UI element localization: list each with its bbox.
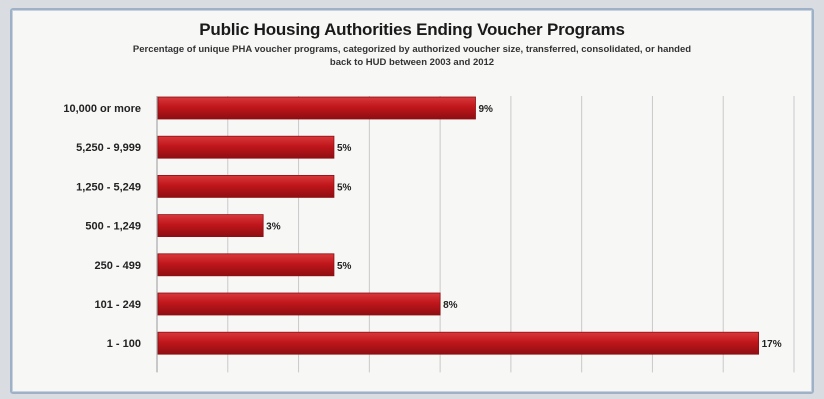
data-label: 5% <box>337 182 352 193</box>
data-label: 3% <box>266 222 281 233</box>
category-label: 1 - 100 <box>107 338 141 350</box>
chart-frame: Public Housing Authorities Ending Vouche… <box>10 8 814 394</box>
data-label: 5% <box>337 261 352 272</box>
bar <box>157 253 335 277</box>
data-label: 17% <box>762 339 782 350</box>
bar-chart: 10,000 or more 9% 5,250 - 9,999 5% 1,250 - 5… <box>63 96 795 373</box>
bar <box>157 96 476 120</box>
category-label: 500 - 1,249 <box>85 221 141 233</box>
category-label: 250 - 499 <box>95 260 141 272</box>
bar <box>157 174 335 198</box>
category-label: 101 - 249 <box>95 299 141 311</box>
bar <box>157 214 264 238</box>
data-label: 8% <box>443 300 458 311</box>
chart-subtitle: Percentage of unique PHA voucher program… <box>132 44 692 68</box>
bar <box>157 135 335 159</box>
category-label: 10,000 or more <box>63 103 141 115</box>
category-label: 1,250 - 5,249 <box>76 181 141 193</box>
category-label: 5,250 - 9,999 <box>76 142 141 154</box>
data-label: 9% <box>479 104 494 115</box>
bar <box>157 331 760 355</box>
data-label: 5% <box>337 143 352 154</box>
bar <box>157 292 441 316</box>
chart-title: Public Housing Authorities Ending Vouche… <box>199 20 625 39</box>
